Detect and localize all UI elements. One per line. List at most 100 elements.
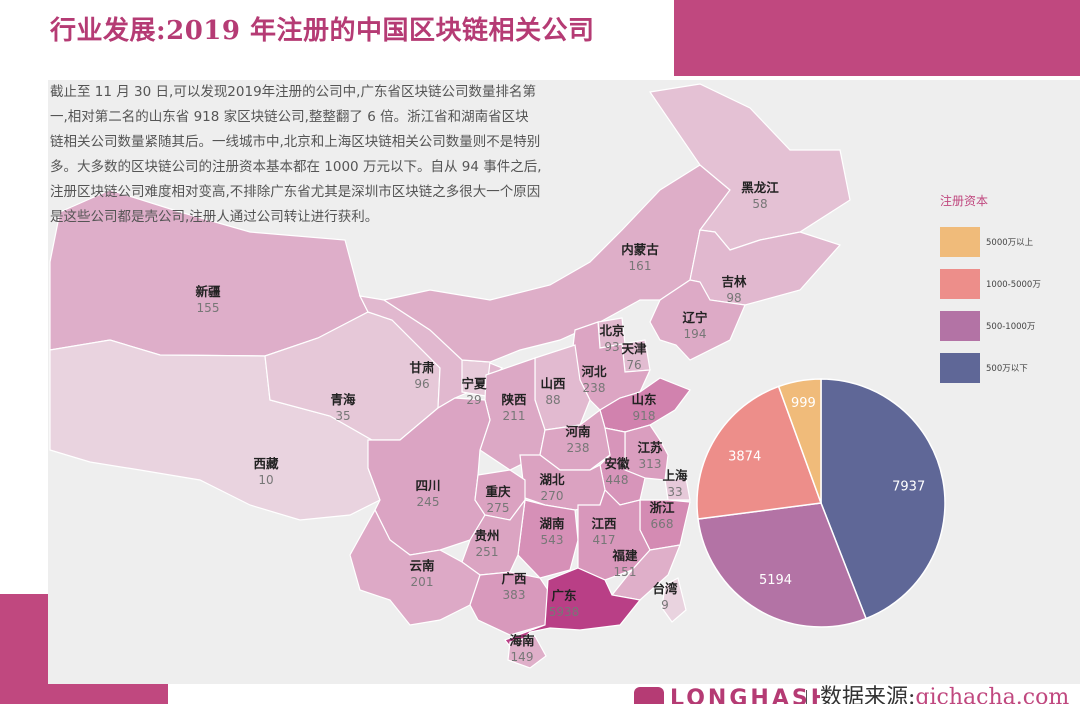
legend-label: 500万以下 [986,364,1028,374]
province-江西 [577,488,651,581]
pie-slice-label: 5194 [759,573,792,588]
province-count-label: 448 [606,473,629,487]
province-count-label: 543 [541,533,564,547]
province-count-label: 245 [417,495,440,509]
province-name-label: 吉林 [721,274,747,289]
province-广东 [504,567,642,651]
province-count-label: 98 [726,291,741,305]
legend-swatch [940,227,980,257]
province-name-label: 湖北 [539,472,565,487]
province-count-label: 33 [667,485,682,499]
province-count-label: 918 [633,409,656,423]
pie-legend: 注册资本 5000万以上 1000-5000万 500-1000万 500万以下 [940,192,1041,389]
province-count-label: 149 [511,650,534,664]
province-name-label: 贵州 [474,528,499,543]
description-text: 截止至 11 月 30 日,可以发现2019年注册的公司中,广东省区块链公司数量… [50,84,542,225]
pie-slice [777,378,822,504]
province-name-label: 广西 [501,571,526,586]
source-label: 数据来源: [820,685,916,704]
province-count-label: 313 [639,457,662,471]
province-labels: 新疆 155 西藏 10 青海 35 甘肃 96 宁夏 29 内蒙古 161 黑龙江 58 吉林 98 辽宁 19… [195,180,779,664]
province-name-label: 黑龙江 [741,180,779,195]
province-name-label: 辽宁 [682,310,707,325]
province-name-label: 河南 [565,424,591,439]
province-name-label: 海南 [509,633,535,648]
province-count-label: 151 [614,565,637,579]
pie-slice [697,502,868,628]
province-name-label: 台湾 [652,581,678,596]
province-count-label: 251 [476,545,499,559]
province-count-label: 238 [567,441,590,455]
registered-capital-pie: 7937 5194 3874 999 [696,378,946,628]
province-name-label: 浙江 [649,500,675,515]
province-count-label: 96 [414,377,429,391]
province-count-label: 211 [503,409,526,423]
legend-item: 1000-5000万 [940,263,1041,305]
province-name-label: 福建 [611,548,638,563]
legend-label: 500-1000万 [986,322,1036,332]
province-count-label: 238 [583,381,606,395]
province-name-label: 西藏 [253,456,279,471]
province-count-label: 29 [466,393,481,407]
legend-swatch [940,269,980,299]
legend-swatch [940,311,980,341]
province-name-label: 山西 [540,376,565,391]
legend-items: 5000万以上 1000-5000万 500-1000万 500万以下 [940,221,1041,389]
province-count-label: 155 [197,301,220,315]
footer-divider [806,690,807,704]
longhash-logo: LONGHASH [634,684,820,704]
province-name-label: 甘肃 [409,360,435,375]
province-name-label: 新疆 [195,284,221,299]
province-count-label: 270 [541,489,564,503]
province-name-label: 宁夏 [461,376,487,391]
province-count-label: 194 [684,327,707,341]
legend-item: 500-1000万 [940,305,1041,347]
province-name-label: 天津 [621,341,647,356]
province-count-label: 9 [661,598,669,612]
province-name-label: 上海 [662,468,688,483]
province-count-label: 417 [593,533,616,547]
province-name-label: 河北 [581,364,607,379]
province-上海 [664,477,691,501]
legend-item: 5000万以上 [940,221,1041,263]
province-name-label: 广东 [551,588,577,603]
province-吉林 [689,229,842,306]
legend-title: 注册资本 [940,194,989,208]
province-台湾 [661,577,687,623]
province-name-label: 重庆 [485,484,511,499]
province-count-label: 10 [258,473,273,487]
pie-slice [820,378,946,620]
province-name-label: 青海 [330,392,356,407]
province-name-label: 江苏 [637,440,663,455]
province-name-label: 山东 [631,392,657,407]
province-count-label: 668 [651,517,674,531]
source-value: qichacha.com [915,685,1070,704]
province-count-label: 76 [626,358,641,372]
province-count-label: 5938 [549,605,580,619]
province-count-label: 383 [503,588,526,602]
logo-text: LONGHASH [670,686,820,704]
province-name-label: 北京 [599,323,625,338]
page-title: 行业发展:2019 年注册的中国区块链相关公司 [50,16,595,46]
province-name-label: 安徽 [604,456,630,471]
province-name-label: 江西 [591,516,616,531]
province-count-label: 93 [604,340,619,354]
province-name-label: 湖南 [539,516,565,531]
province-count-label: 58 [752,197,767,211]
province-count-label: 161 [629,259,652,273]
province-name-label: 内蒙古 [621,242,659,257]
province-辽宁 [649,279,746,361]
province-count-label: 201 [411,575,434,589]
province-name-label: 陕西 [501,392,526,407]
legend-label: 5000万以上 [986,238,1034,248]
pie-slice-label: 3874 [728,450,761,465]
province-shapes [49,83,851,669]
province-海南 [507,635,547,669]
legend-swatch [940,353,980,383]
pie-slice-label: 7937 [892,480,925,495]
province-湖南 [517,499,579,579]
pie-slice-label: 999 [791,396,816,411]
province-name-label: 四川 [415,478,440,493]
logo-mark-icon [634,687,664,704]
